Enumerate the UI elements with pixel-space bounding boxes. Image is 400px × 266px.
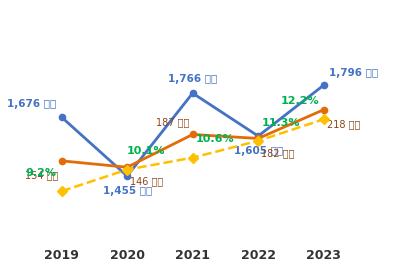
Text: 182 천명: 182 천명 xyxy=(262,148,295,158)
Text: 12.2%: 12.2% xyxy=(281,96,320,106)
Text: 9.2%: 9.2% xyxy=(25,168,56,178)
Text: 10.1%: 10.1% xyxy=(127,147,166,156)
Text: 11.3%: 11.3% xyxy=(262,118,300,128)
Text: 1,796 천명: 1,796 천명 xyxy=(329,68,378,78)
Text: 218 천명: 218 천명 xyxy=(327,119,360,129)
Text: 154 천명: 154 천명 xyxy=(25,170,58,180)
Text: 187 천명: 187 천명 xyxy=(156,118,189,127)
Text: 146 천명: 146 천명 xyxy=(130,177,164,187)
Text: 1,455 천명: 1,455 천명 xyxy=(102,186,152,196)
Text: 1,605 천명: 1,605 천명 xyxy=(234,146,283,156)
Text: 10.6%: 10.6% xyxy=(196,134,234,144)
Text: 1,766 천명: 1,766 천명 xyxy=(168,73,217,84)
Text: 1,676 천명: 1,676 천명 xyxy=(7,99,56,109)
